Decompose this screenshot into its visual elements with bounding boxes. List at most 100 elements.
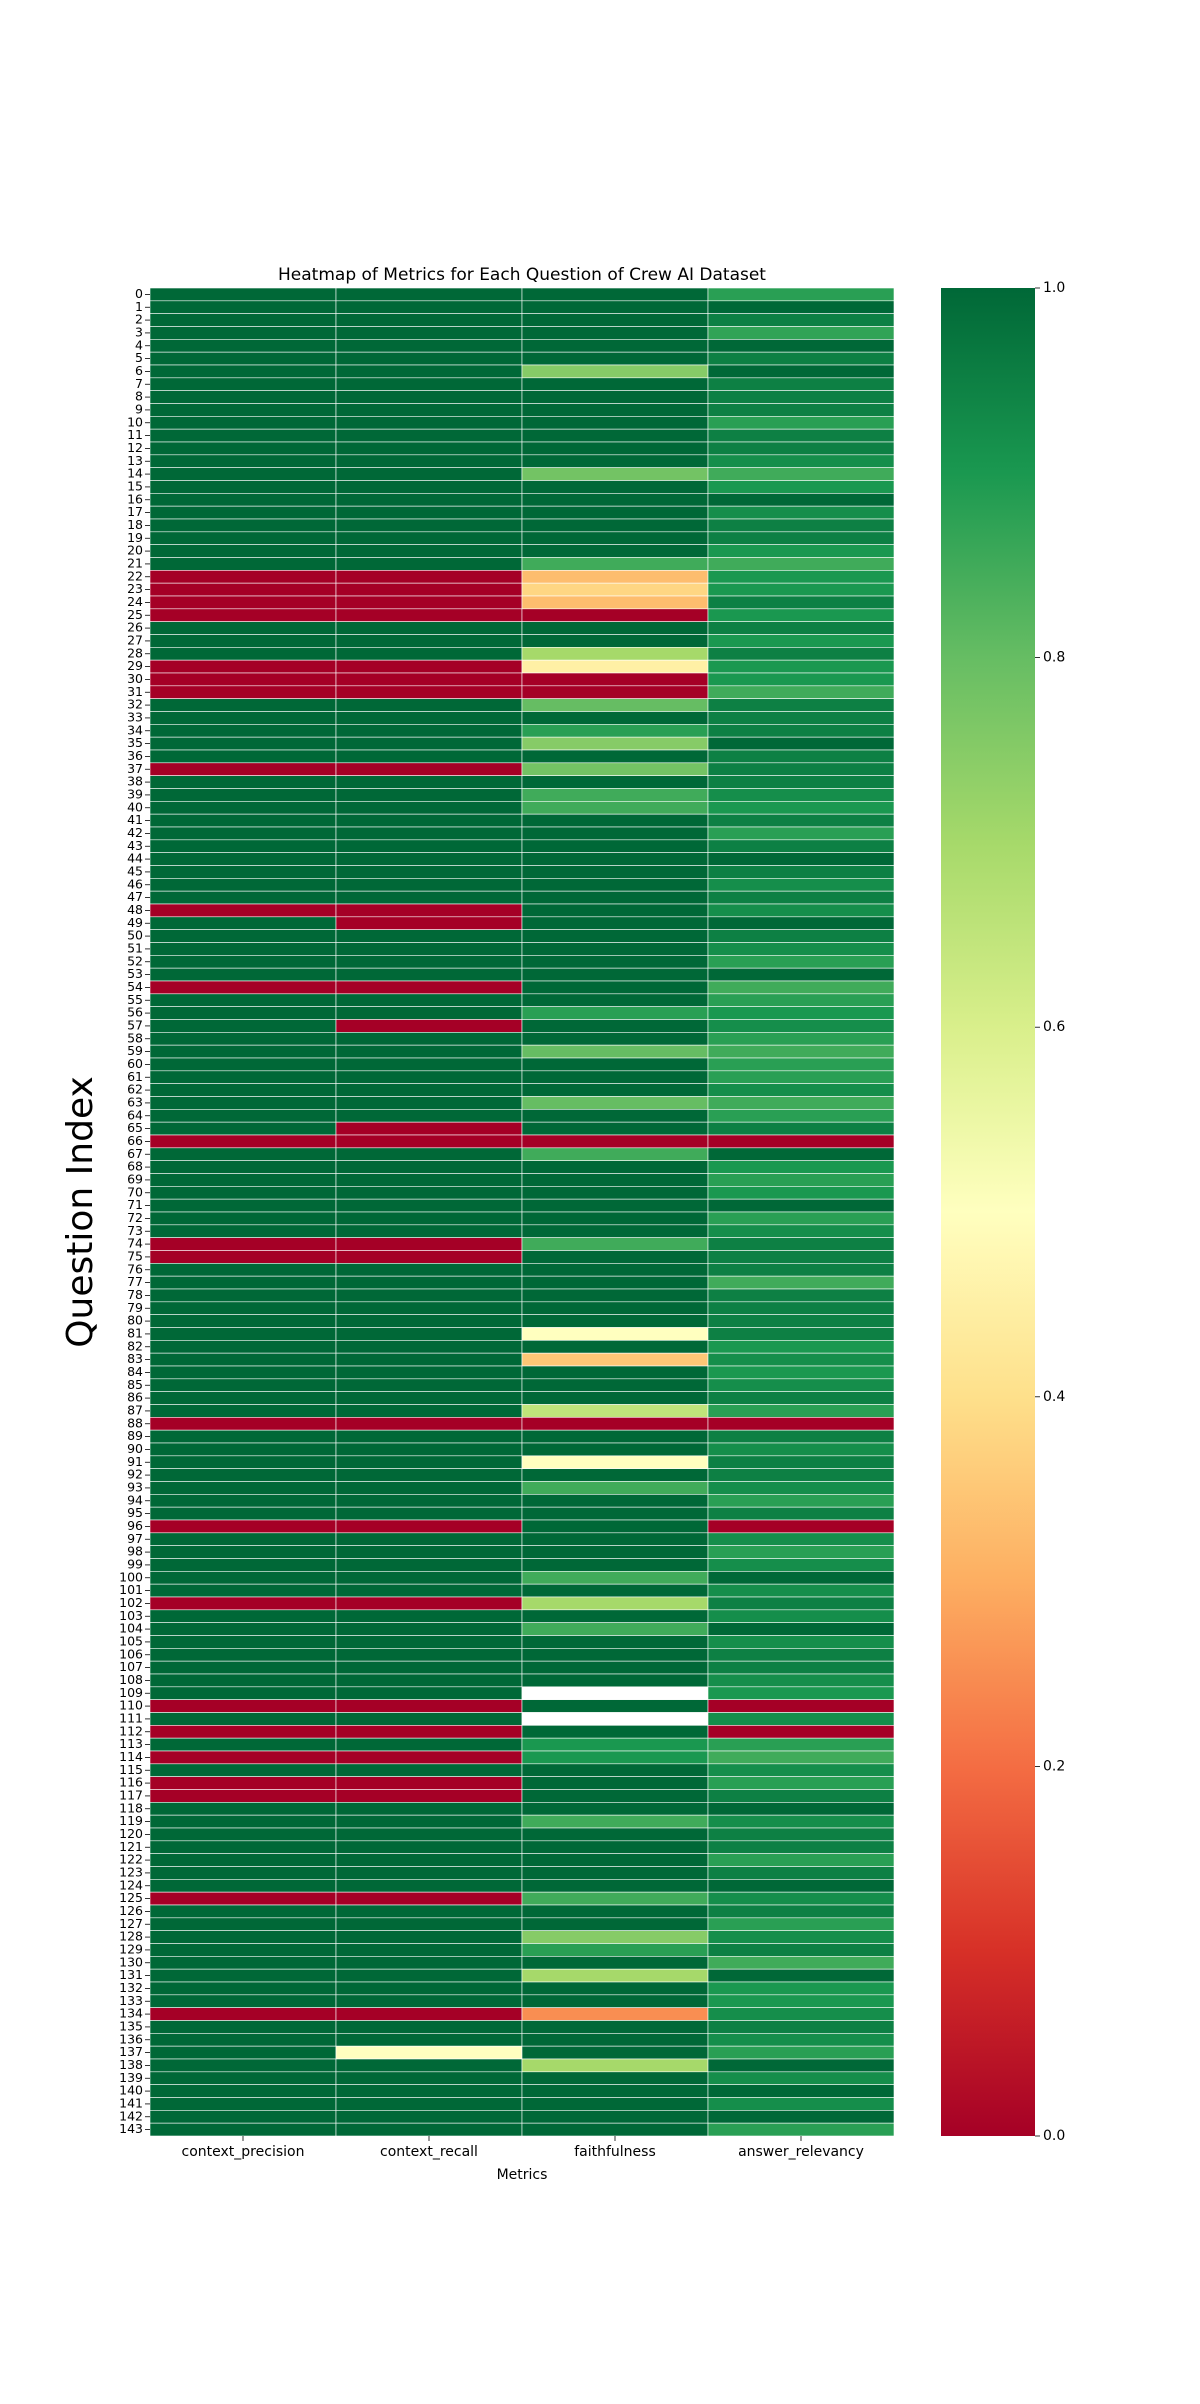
heatmap-cell: [521, 1725, 709, 1739]
heatmap-cell: [521, 1545, 709, 1559]
colorbar-tick-label: 0.2: [1043, 1758, 1065, 1774]
heatmap-cell: [521, 967, 709, 982]
heatmap-cell: [149, 1340, 337, 1354]
heatmap-cell: [521, 2122, 709, 2137]
heatmap-cell: [707, 1429, 895, 1444]
heatmap-cell: [707, 1340, 895, 1354]
row-tick-label: 13: [127, 453, 143, 468]
heatmap-cell: [707, 531, 895, 545]
heatmap-cell: [521, 1224, 709, 1238]
heatmap-cell: [521, 1622, 709, 1636]
heatmap-cell: [335, 518, 523, 533]
heatmap-cell: [335, 1763, 523, 1777]
heatmap-cell: [521, 1904, 709, 1919]
heatmap-cell: [149, 1096, 337, 1110]
heatmap-cell: [521, 1442, 709, 1457]
heatmap-cell: [149, 428, 337, 443]
row-tick-label: 111: [119, 1710, 143, 1725]
heatmap-cell: [707, 1853, 895, 1867]
heatmap-cell: [335, 1032, 523, 1046]
colorbar-tick-label: 1.0: [1043, 280, 1065, 296]
row-tick-label: 92: [127, 1467, 143, 1482]
heatmap-cell: [707, 736, 895, 751]
heatmap-cell: [149, 1455, 337, 1469]
heatmap-cell: [707, 1237, 895, 1251]
heatmap-cell: [707, 1134, 895, 1149]
heatmap-cell: [149, 1827, 337, 1842]
row-tick-label: 83: [127, 1351, 143, 1366]
heatmap-cell: [707, 826, 895, 841]
heatmap-cell: [707, 890, 895, 905]
heatmap-cell: [707, 1121, 895, 1136]
heatmap-cell: [707, 852, 895, 866]
heatmap-cell: [707, 659, 895, 674]
heatmap-cell: [335, 1596, 523, 1611]
heatmap-cell: [707, 2007, 895, 2021]
heatmap-cell: [521, 1802, 709, 1816]
heatmap-cell: [707, 1532, 895, 1546]
heatmap-cell: [335, 916, 523, 930]
heatmap-cell: [149, 1327, 337, 1341]
row-tick-label: 8: [135, 389, 143, 404]
heatmap-cell: [335, 570, 523, 584]
heatmap-cell: [521, 890, 709, 905]
row-tick-label: 76: [127, 1261, 143, 1276]
heatmap-cell: [707, 454, 895, 468]
heatmap-cell: [335, 788, 523, 802]
heatmap-cell: [335, 1134, 523, 1149]
heatmap-cell: [335, 531, 523, 545]
heatmap-cell: [149, 852, 337, 866]
heatmap-cell: [521, 801, 709, 815]
heatmap-cell: [335, 1789, 523, 1803]
heatmap-cell: [149, 634, 337, 648]
row-tick-label: 62: [127, 1082, 143, 1097]
heatmap-cell: [149, 1725, 337, 1739]
colorbar-tick-label: 0.6: [1043, 1019, 1065, 1035]
heatmap-cell: [521, 955, 709, 969]
heatmap-cell: [149, 1956, 337, 1970]
heatmap-cell: [149, 878, 337, 892]
heatmap-cell: [521, 416, 709, 430]
heatmap-cell: [521, 1532, 709, 1546]
heatmap-cell: [335, 711, 523, 725]
heatmap-cell: [707, 1044, 895, 1059]
heatmap-cell: [149, 1532, 337, 1546]
heatmap-cell: [521, 531, 709, 545]
heatmap-cell: [335, 582, 523, 597]
row-tick-label: 99: [127, 1556, 143, 1571]
heatmap-cell: [335, 377, 523, 391]
row-tick-label: 1: [135, 299, 143, 314]
heatmap-cell: [335, 1044, 523, 1059]
heatmap-cell: [521, 736, 709, 751]
heatmap-cell: [335, 493, 523, 507]
row-tick-label: 125: [119, 1890, 143, 1905]
heatmap-cell: [335, 1506, 523, 1521]
colorbar-tick-label: 0.8: [1043, 650, 1065, 666]
heatmap-cell: [707, 1904, 895, 1919]
row-tick-label: 38: [127, 774, 143, 789]
heatmap-cell: [707, 1789, 895, 1803]
heatmap-cell: [335, 685, 523, 699]
row-tick-label: 123: [119, 1864, 143, 1879]
heatmap-cell: [521, 1853, 709, 1867]
heatmap-cell: [149, 1006, 337, 1020]
heatmap-cell: [521, 1134, 709, 1149]
heatmap-cell: [335, 980, 523, 995]
heatmap-cell: [521, 1147, 709, 1161]
heatmap-cell: [149, 788, 337, 802]
heatmap-cell: [707, 1263, 895, 1277]
heatmap-cell: [707, 1494, 895, 1508]
heatmap-cell: [707, 1648, 895, 1662]
colorbar-tick-label: 0.4: [1043, 1389, 1065, 1405]
heatmap-cell: [335, 1417, 523, 1431]
heatmap-cell: [335, 1968, 523, 1983]
heatmap-cell: [707, 762, 895, 776]
heatmap-cell: [521, 980, 709, 995]
heatmap-cell: [707, 595, 895, 610]
heatmap-cell: [149, 377, 337, 391]
heatmap-cell: [149, 1840, 337, 1854]
heatmap-cell: [149, 1391, 337, 1405]
heatmap-cell: [707, 1840, 895, 1854]
row-tick-label: 78: [127, 1287, 143, 1302]
heatmap-cell: [149, 364, 337, 379]
